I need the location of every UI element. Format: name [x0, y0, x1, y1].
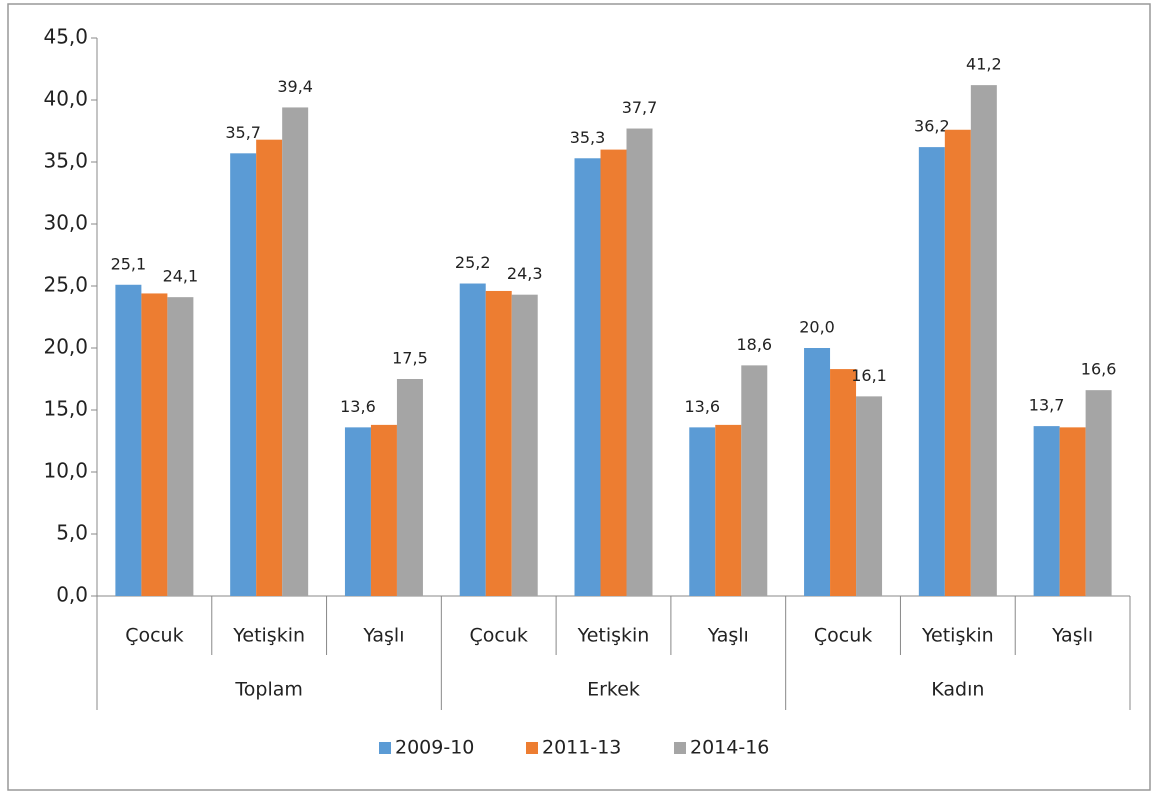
bar [459, 283, 486, 596]
bar [741, 365, 768, 596]
bar [856, 396, 883, 596]
bar [626, 128, 653, 596]
group-label: Kadın [931, 679, 984, 701]
bar [370, 424, 397, 596]
bar [574, 158, 601, 596]
bar [970, 85, 997, 597]
data-label: 25,1 [111, 254, 147, 273]
data-label: 41,2 [966, 55, 1002, 74]
data-label: 37,7 [622, 98, 658, 117]
y-tick-label: 10,0 [43, 459, 88, 483]
bar [115, 284, 142, 596]
y-tick-label: 15,0 [43, 397, 88, 421]
data-label: 13,7 [1029, 396, 1065, 415]
bar [944, 129, 971, 596]
bar [485, 290, 512, 596]
data-label: 13,6 [684, 397, 720, 416]
legend-swatch [379, 742, 391, 754]
data-label: 24,3 [507, 264, 543, 283]
legend-label: 2011-13 [542, 737, 621, 759]
group-label: Toplam [234, 679, 303, 701]
y-tick-label: 0,0 [56, 583, 88, 607]
data-label: 24,1 [163, 267, 199, 286]
bar [230, 153, 257, 596]
bar [344, 427, 371, 596]
bar [1059, 427, 1086, 596]
legend-swatch [674, 742, 686, 754]
data-label: 18,6 [736, 335, 772, 354]
x-tick-label: Yaşlı [1051, 625, 1093, 647]
x-tick-label: Yaşlı [362, 625, 404, 647]
data-label: 35,7 [225, 123, 261, 142]
bar [396, 379, 423, 596]
x-tick-label: Çocuk [125, 625, 183, 647]
y-tick-label: 5,0 [56, 521, 88, 545]
x-tick-label: Yaşlı [707, 625, 749, 647]
data-label: 25,2 [455, 253, 491, 272]
x-tick-label: Yetişkin [577, 625, 650, 647]
bar [256, 139, 283, 596]
x-tick-label: Çocuk [814, 625, 872, 647]
data-label: 17,5 [392, 349, 428, 368]
data-label: 13,6 [340, 397, 376, 416]
bar [1033, 426, 1060, 596]
data-label: 36,2 [914, 117, 950, 136]
bar [918, 147, 945, 596]
legend-label: 2014-16 [690, 737, 769, 759]
x-tick-label: Yetişkin [921, 625, 994, 647]
bar [689, 427, 716, 596]
bar [804, 348, 831, 596]
y-tick-label: 35,0 [43, 149, 88, 173]
data-label: 16,6 [1081, 360, 1117, 379]
bar [715, 424, 742, 596]
y-tick-label: 40,0 [43, 87, 88, 111]
y-tick-label: 20,0 [43, 335, 88, 359]
bar [1085, 390, 1112, 596]
data-label: 39,4 [277, 77, 313, 96]
y-tick-label: 25,0 [43, 273, 88, 297]
bar [511, 294, 538, 596]
data-label: 16,1 [851, 366, 887, 385]
data-label: 35,3 [570, 128, 606, 147]
y-tick-label: 30,0 [43, 211, 88, 235]
bar [141, 293, 168, 596]
bar [830, 369, 857, 596]
y-tick-label: 45,0 [43, 25, 88, 49]
bar [282, 107, 309, 596]
legend-label: 2009-10 [395, 737, 474, 759]
legend-swatch [526, 742, 538, 754]
data-label: 20,0 [799, 318, 835, 337]
bar [167, 297, 194, 596]
x-tick-label: Çocuk [470, 625, 528, 647]
bar [600, 149, 627, 596]
x-tick-label: Yetişkin [232, 625, 305, 647]
group-label: Erkek [587, 679, 640, 701]
